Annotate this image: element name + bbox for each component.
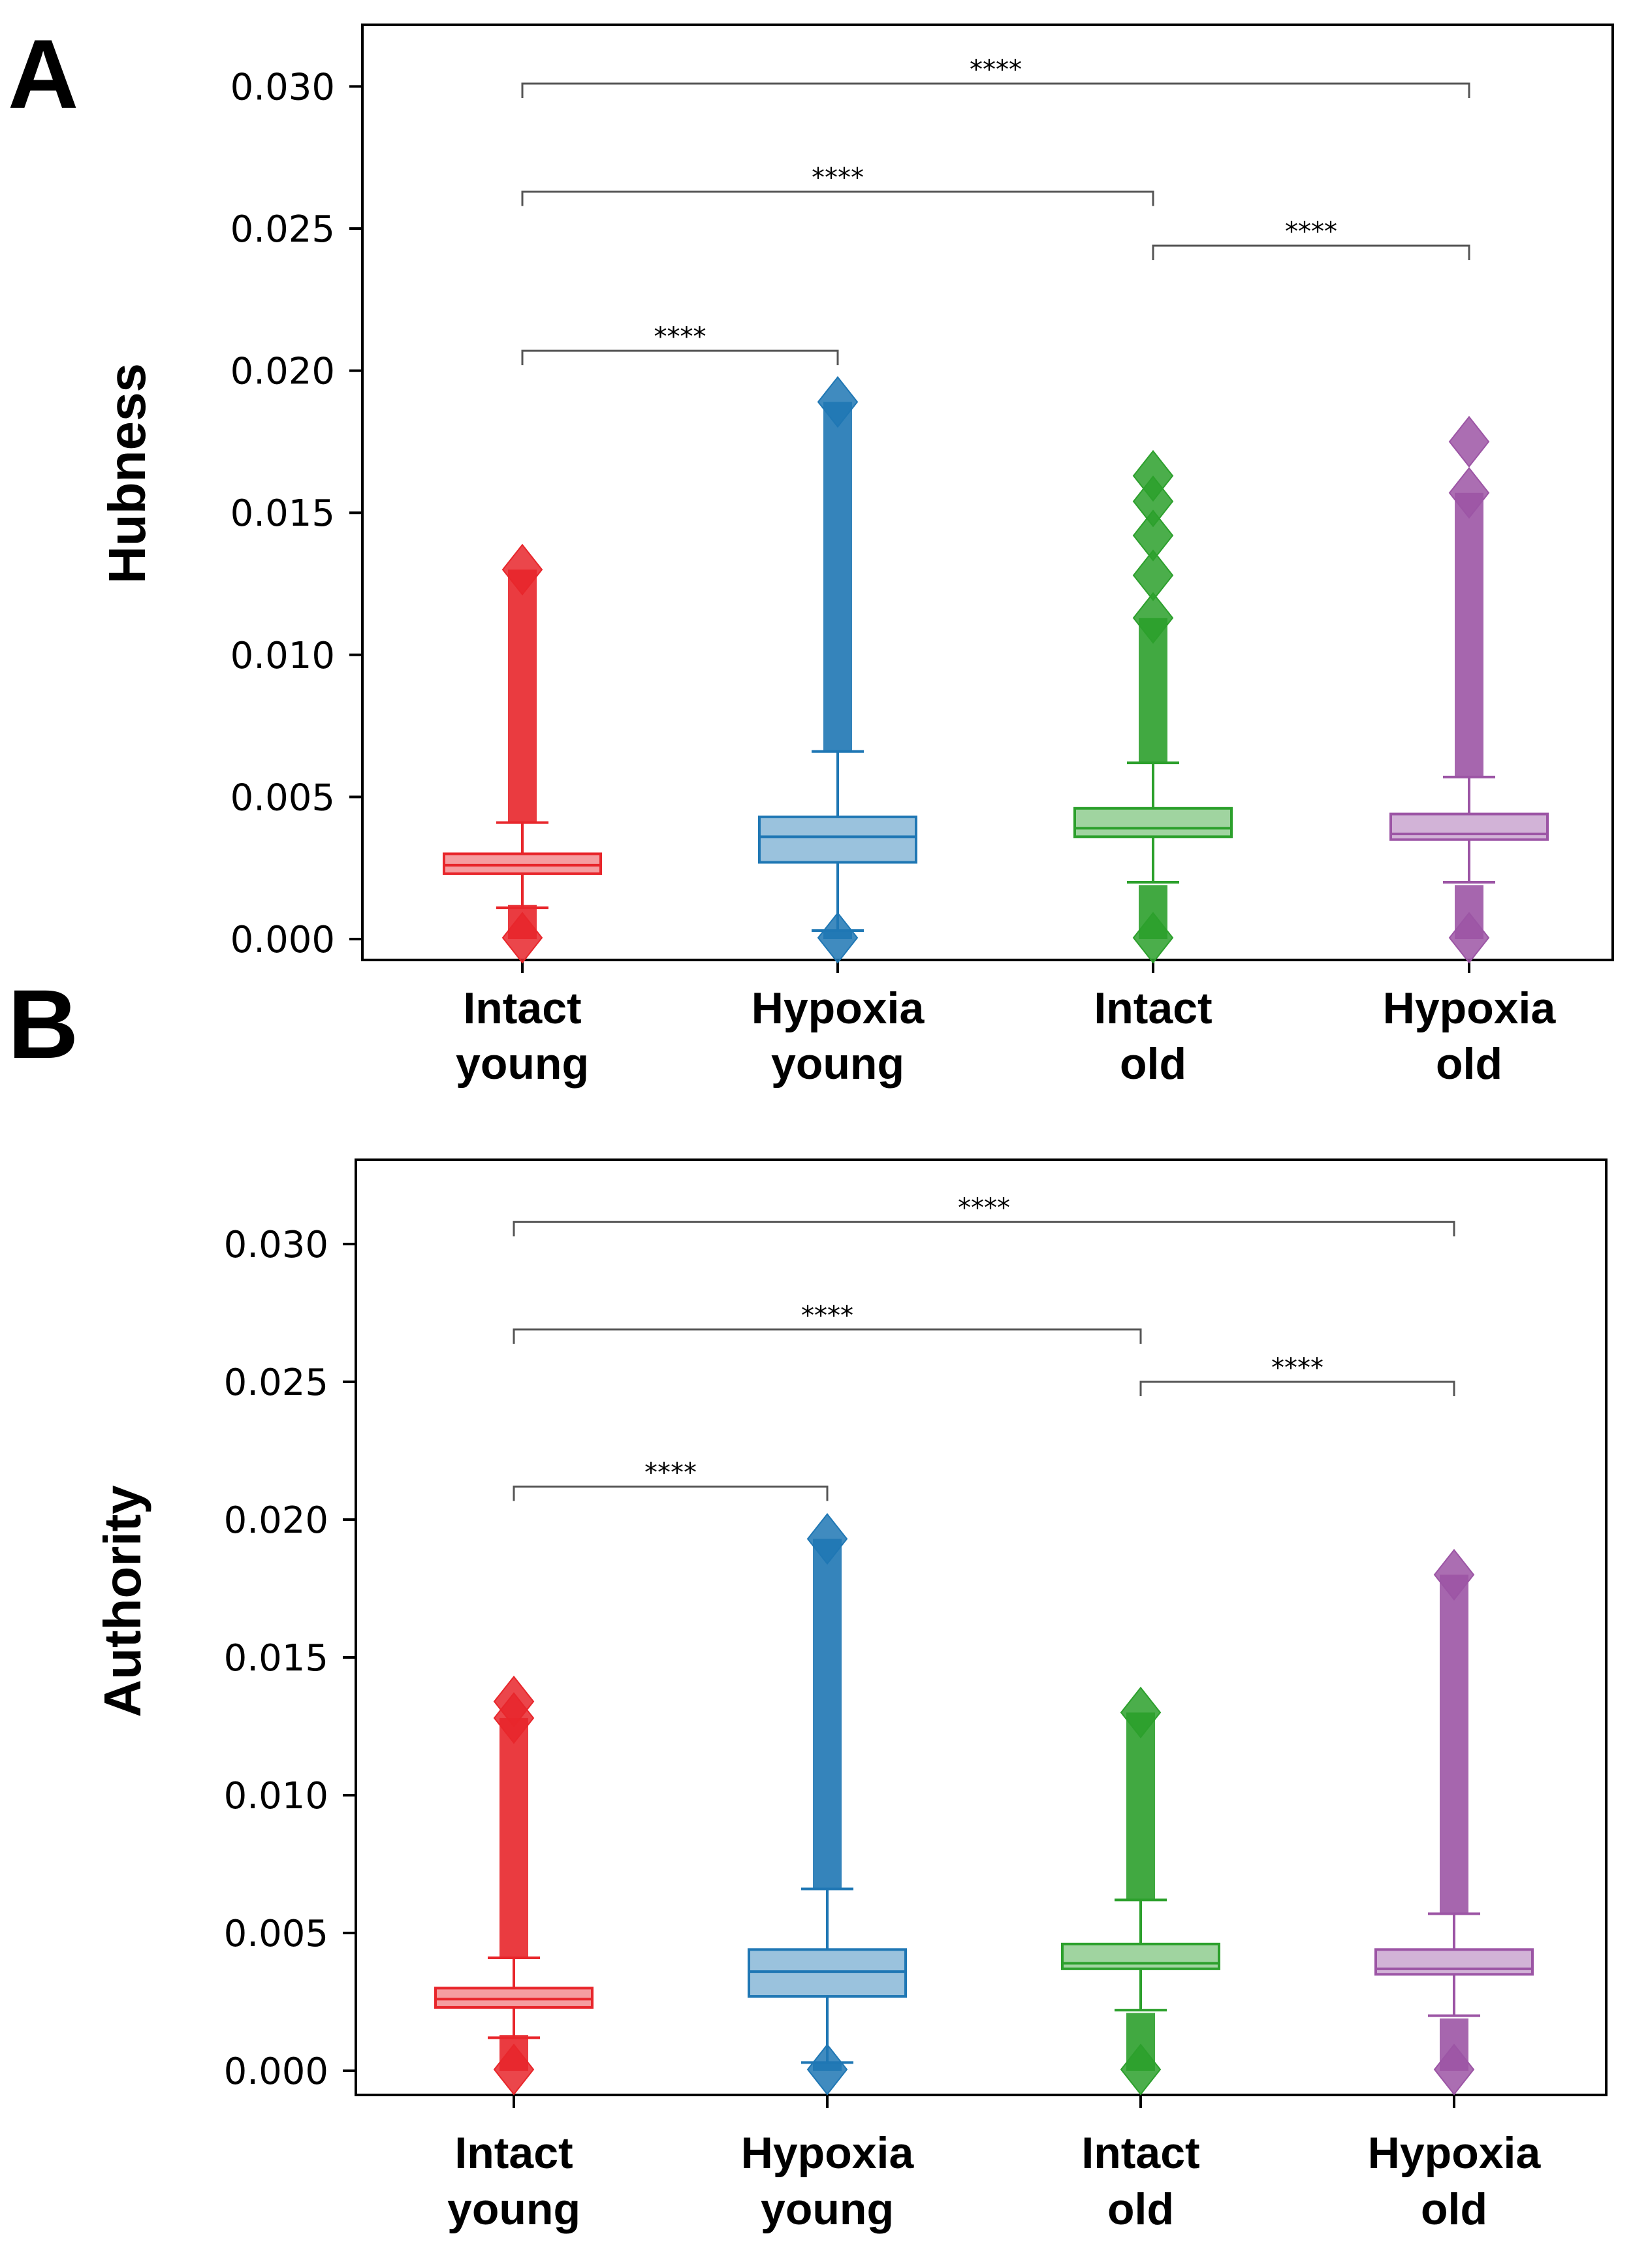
x-tick-label-line2: old [1107, 2184, 1174, 2234]
x-tick-label-line2: young [447, 2184, 580, 2234]
x-tick-label-line2: young [456, 1039, 589, 1089]
flier-band-high [1455, 492, 1483, 777]
x-tick-label-line2: young [761, 2184, 894, 2234]
flier-high-tip [806, 1512, 848, 1565]
y-tick-label: 0.015 [230, 492, 335, 535]
flier-point [1448, 415, 1490, 468]
flier-band-high [823, 402, 852, 752]
y-tick-label: 0.005 [224, 1913, 328, 1955]
x-tick-label-line2: old [1120, 1039, 1186, 1089]
y-tick-label: 0.015 [224, 1637, 328, 1680]
x-tick-label-line1: Hypoxia [752, 983, 925, 1033]
panel-b: 0.000 0.005 0.010 0.015 0.020 0.025 0.030 Autho… [93, 1158, 1608, 2234]
y-tick-label: 0.025 [230, 208, 335, 251]
flier-high-tip [1132, 592, 1174, 644]
flier-low-tip [1433, 2043, 1475, 2096]
significance-bracket [521, 349, 839, 366]
flier-band-high [1126, 1712, 1155, 1900]
significance-bracket [1139, 1381, 1455, 1396]
x-tick-label-line1: Hypoxia [1383, 983, 1557, 1033]
box-iqr [1073, 807, 1233, 839]
x-tick-label-line1: Intact [463, 983, 581, 1033]
significance-label: **** [801, 1301, 853, 1331]
flier-band-high [499, 1717, 528, 1958]
flier-low-tip [806, 2043, 848, 2096]
flier-high-tip [1120, 1686, 1162, 1739]
box-group-3 [1374, 1548, 1534, 2096]
flier-high-tip [1433, 1548, 1475, 1601]
significance-bracket [521, 82, 1470, 99]
significance-label: **** [1285, 217, 1337, 247]
x-tick-label-line1: Intact [1081, 2128, 1199, 2178]
flier-point [1132, 509, 1174, 562]
significance-label: **** [1271, 1353, 1323, 1383]
panel-letter-b: B [8, 969, 78, 1079]
y-tick-label: 0.020 [224, 1499, 328, 1542]
box-group-1 [758, 375, 917, 964]
significance-label: **** [654, 322, 706, 352]
significance-label: **** [812, 163, 864, 193]
box-group-3 [1389, 415, 1549, 964]
box-iqr [1374, 1948, 1534, 1976]
significance-bracket [513, 1485, 829, 1501]
significance-label: **** [958, 1193, 1010, 1223]
y-axis-title: Authority [93, 1485, 151, 1717]
box-group-2 [1061, 1686, 1220, 2096]
flier-band-high [1440, 1574, 1468, 1914]
box-group-2 [1073, 450, 1233, 964]
x-tick-label-line2: young [771, 1039, 904, 1089]
y-tick-label: 0.020 [230, 351, 335, 393]
flier-low-tip [501, 912, 543, 964]
flier-low-tip [1448, 912, 1490, 964]
x-tick-label-line1: Hypoxia [741, 2128, 915, 2178]
panel-a: 0.000 0.005 0.010 0.015 0.020 0.025 0.030 Hubne… [98, 24, 1614, 1089]
x-tick-label-line2: old [1421, 2184, 1487, 2234]
flier-band-high [813, 1539, 842, 1889]
flier-high-tip [1448, 467, 1490, 519]
plot-frame [355, 1158, 1608, 2096]
flier-low-tip [493, 2043, 535, 2096]
panel-letter-a: A [8, 19, 78, 129]
box-group-1 [748, 1512, 907, 2096]
x-tick-label-line1: Intact [454, 2128, 573, 2178]
box-iqr [1389, 812, 1549, 841]
box-iqr [434, 1987, 594, 2009]
box-iqr [1061, 1942, 1220, 1970]
significance-label: **** [644, 1458, 697, 1488]
flier-band-high [508, 569, 537, 823]
x-tick-label-line1: Intact [1094, 983, 1212, 1033]
y-tick-label: 0.010 [224, 1775, 328, 1817]
significance-label: **** [970, 55, 1022, 85]
y-tick-label: 0.030 [230, 66, 335, 108]
y-tick-label: 0.005 [230, 776, 335, 819]
flier-low-tip [1132, 912, 1174, 964]
box-iqr [758, 815, 917, 864]
significance-bracket [513, 1221, 1455, 1237]
box-group-0 [434, 1675, 594, 2096]
flier-point [493, 1675, 535, 1728]
y-axis-title: Hubness [98, 363, 156, 584]
x-tick-label-line2: old [1436, 1039, 1502, 1089]
flier-point [1132, 450, 1174, 502]
significance-bracket [1152, 244, 1470, 261]
x-tick-label-line1: Hypoxia [1368, 2128, 1542, 2178]
y-tick-label: 0.000 [230, 919, 335, 961]
y-tick-label: 0.030 [224, 1224, 328, 1266]
y-tick-label: 0.025 [224, 1362, 328, 1404]
box-iqr [443, 852, 602, 875]
y-tick-label: 0.000 [224, 2051, 328, 2093]
plot-frame [361, 24, 1614, 961]
flier-high-tip [501, 543, 543, 596]
flier-high-tip [817, 375, 859, 428]
box-iqr [748, 1948, 907, 1998]
y-tick-label: 0.010 [230, 635, 335, 677]
significance-bracket [513, 1328, 1142, 1344]
significance-bracket [521, 190, 1154, 206]
flier-point [1132, 549, 1174, 601]
flier-low-tip [1120, 2043, 1162, 2096]
box-group-0 [443, 543, 602, 964]
